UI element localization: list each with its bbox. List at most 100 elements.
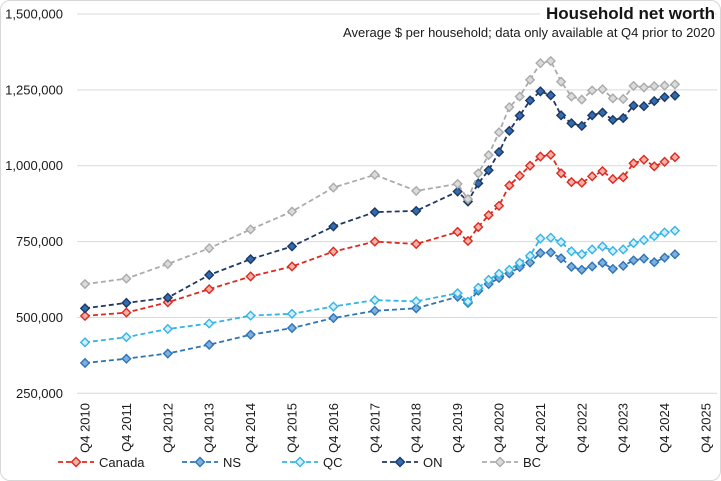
data-point-marker-bc bbox=[514, 91, 525, 102]
data-point-marker-ns bbox=[79, 357, 91, 369]
data-point-marker-canada bbox=[204, 284, 215, 295]
legend-marker-canada bbox=[58, 456, 94, 468]
x-axis-tick-label: Q4 2020 bbox=[492, 403, 507, 453]
data-point-marker-canada bbox=[659, 156, 670, 167]
data-point-marker-on bbox=[452, 186, 463, 197]
legend-item-canada: Canada bbox=[58, 452, 145, 472]
data-point-marker-canada bbox=[483, 209, 494, 221]
data-point-marker-bc bbox=[121, 273, 132, 284]
data-point-marker-on bbox=[204, 269, 215, 281]
data-point-marker-ns bbox=[121, 353, 132, 364]
data-point-marker-bc bbox=[462, 193, 474, 205]
data-point-marker-qc bbox=[628, 237, 639, 249]
legend-label-canada: Canada bbox=[99, 454, 145, 470]
data-point-marker-canada bbox=[607, 173, 619, 185]
data-point-marker-on bbox=[245, 253, 256, 265]
data-point-marker-qc bbox=[638, 234, 650, 246]
data-point-marker-canada bbox=[638, 154, 650, 165]
data-point-marker-qc bbox=[504, 264, 515, 275]
x-axis-tick-label: Q4 2024 bbox=[657, 403, 672, 453]
series-line-canada bbox=[84, 153, 676, 317]
data-point-marker-qc bbox=[473, 282, 484, 293]
data-point-marker-bc bbox=[411, 185, 422, 197]
data-point-marker-canada bbox=[369, 236, 380, 247]
data-point-marker-bc bbox=[369, 169, 380, 181]
data-point-marker-on bbox=[659, 91, 670, 103]
data-point-marker-bc bbox=[204, 243, 215, 254]
data-point-marker-canada bbox=[555, 168, 567, 179]
data-point-marker-qc bbox=[79, 337, 91, 348]
data-point-marker-canada bbox=[79, 310, 91, 322]
legend-label-qc: QC bbox=[323, 454, 343, 470]
data-point-marker-qc bbox=[618, 244, 629, 255]
data-point-marker-canada bbox=[452, 226, 463, 238]
data-point-marker-on bbox=[483, 165, 494, 176]
data-point-marker-on bbox=[628, 100, 639, 111]
data-point-marker-canada bbox=[535, 151, 546, 162]
legend-marker-ns bbox=[182, 456, 218, 468]
series-line-bc bbox=[84, 59, 676, 285]
y-axis-tick-label: 500,000 bbox=[16, 310, 63, 325]
data-point-marker-bc bbox=[649, 81, 660, 92]
x-axis-tick-label: Q4 2022 bbox=[574, 403, 589, 453]
data-point-marker-canada bbox=[649, 161, 660, 172]
data-point-marker-on bbox=[597, 107, 608, 118]
data-point-marker-bc bbox=[607, 93, 619, 104]
data-point-marker-ns bbox=[555, 253, 567, 264]
legend-label-ns: NS bbox=[223, 454, 242, 470]
data-point-marker-bc bbox=[328, 182, 339, 193]
data-point-marker-canada bbox=[566, 176, 577, 188]
x-axis-tick-label: Q4 2011 bbox=[119, 403, 134, 452]
data-point-marker-canada bbox=[245, 271, 256, 282]
data-point-marker-ns bbox=[328, 312, 339, 324]
data-point-marker-bc bbox=[79, 278, 91, 290]
data-point-marker-qc bbox=[524, 250, 536, 262]
x-axis-tick-label: Q4 2019 bbox=[450, 403, 465, 453]
data-point-marker-ns bbox=[369, 305, 380, 316]
legend-marker-bc bbox=[482, 456, 518, 468]
data-point-marker-qc bbox=[566, 246, 577, 257]
data-point-marker-bc bbox=[245, 224, 256, 235]
data-point-marker-qc bbox=[514, 257, 525, 269]
data-point-marker-on bbox=[493, 146, 505, 158]
data-point-marker-qc bbox=[607, 245, 619, 257]
data-point-marker-ns bbox=[286, 322, 298, 334]
data-point-marker-canada bbox=[669, 152, 681, 163]
data-point-marker-on bbox=[638, 101, 650, 112]
data-point-marker-qc bbox=[555, 236, 567, 248]
data-point-marker-on bbox=[411, 205, 422, 217]
data-point-marker-qc bbox=[121, 331, 132, 343]
x-axis-tick-label: Q4 2023 bbox=[616, 403, 631, 453]
y-axis-tick-label: 1,000,000 bbox=[5, 158, 63, 173]
data-point-marker-ns bbox=[204, 339, 215, 350]
data-point-marker-ns bbox=[245, 329, 256, 340]
data-point-marker-bc bbox=[473, 168, 484, 179]
data-point-marker-qc bbox=[545, 232, 556, 243]
data-point-marker-qc bbox=[535, 233, 546, 244]
data-point-marker-bc bbox=[638, 82, 650, 93]
y-axis-tick-label: 1,500,000 bbox=[5, 7, 63, 22]
data-point-marker-ns bbox=[628, 255, 639, 266]
data-point-marker-bc bbox=[566, 91, 577, 102]
data-point-marker-canada bbox=[514, 170, 525, 181]
data-point-marker-bc bbox=[504, 101, 515, 113]
data-point-marker-canada bbox=[576, 177, 587, 188]
x-axis-tick-label: Q4 2021 bbox=[533, 403, 548, 453]
x-axis-tick-label: Q4 2018 bbox=[409, 403, 424, 453]
data-point-marker-qc bbox=[576, 249, 587, 260]
chart-title: Household net worth bbox=[539, 4, 715, 24]
data-point-marker-bc bbox=[659, 80, 670, 91]
data-point-marker-on bbox=[524, 95, 536, 106]
data-point-marker-qc bbox=[586, 244, 598, 255]
data-point-marker-ns bbox=[649, 257, 660, 268]
data-point-marker-canada bbox=[597, 165, 608, 177]
data-point-marker-on bbox=[286, 241, 298, 252]
y-axis-tick-label: 750,000 bbox=[16, 234, 63, 249]
data-point-marker-on bbox=[586, 110, 598, 121]
legend-label-bc: BC bbox=[523, 454, 542, 470]
data-point-marker-on bbox=[121, 297, 132, 309]
data-point-marker-canada bbox=[473, 221, 484, 233]
data-point-marker-ns bbox=[576, 264, 587, 275]
data-point-marker-on bbox=[504, 125, 515, 137]
